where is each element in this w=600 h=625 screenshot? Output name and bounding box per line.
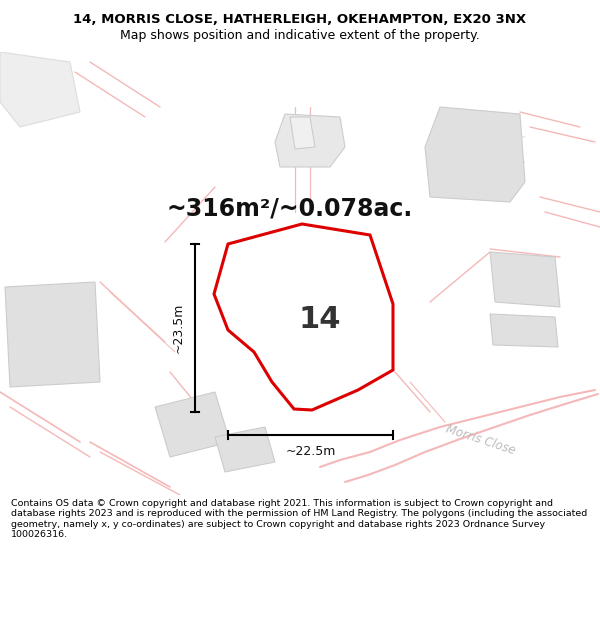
Polygon shape [214, 224, 393, 410]
Text: ~316m²/~0.078ac.: ~316m²/~0.078ac. [167, 197, 413, 221]
Text: Map shows position and indicative extent of the property.: Map shows position and indicative extent… [120, 29, 480, 42]
Polygon shape [215, 427, 275, 472]
Polygon shape [275, 114, 345, 167]
Polygon shape [265, 337, 315, 387]
Polygon shape [425, 107, 525, 202]
Polygon shape [248, 310, 302, 364]
Text: ~23.5m: ~23.5m [172, 302, 185, 353]
Text: Contains OS data © Crown copyright and database right 2021. This information is : Contains OS data © Crown copyright and d… [11, 499, 587, 539]
Polygon shape [490, 252, 560, 307]
Polygon shape [290, 117, 315, 149]
Text: 14: 14 [299, 306, 341, 334]
Polygon shape [155, 392, 230, 457]
Polygon shape [490, 314, 558, 347]
Text: 14, MORRIS CLOSE, HATHERLEIGH, OKEHAMPTON, EX20 3NX: 14, MORRIS CLOSE, HATHERLEIGH, OKEHAMPTO… [73, 13, 527, 26]
Text: ~22.5m: ~22.5m [286, 445, 335, 458]
Polygon shape [5, 282, 100, 387]
Text: Morris Close: Morris Close [443, 422, 517, 457]
Polygon shape [0, 52, 80, 127]
